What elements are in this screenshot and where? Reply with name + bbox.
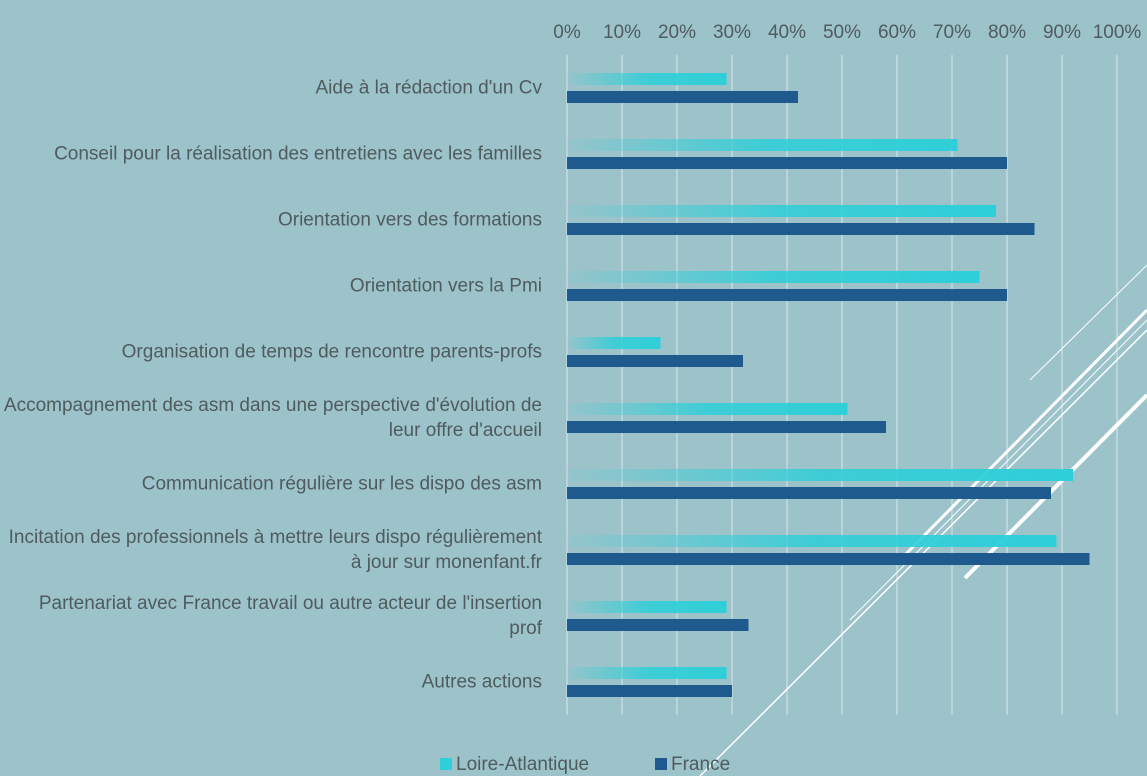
bar xyxy=(567,223,1035,235)
y-tick-label: Accompagnement des asm dans une perspect… xyxy=(3,395,542,441)
x-tick-label: 90% xyxy=(1043,22,1081,43)
bar xyxy=(567,685,732,697)
y-tick-label: Partenariat avec France travail ou autre… xyxy=(38,593,542,639)
decoration xyxy=(699,264,1147,776)
y-tick-label: Organisation de temps de rencontre paren… xyxy=(121,341,542,363)
y-tick-label: Orientation vers la Pmi xyxy=(349,275,542,297)
bar xyxy=(567,289,1007,301)
legend-swatch xyxy=(440,758,452,770)
x-tick-label: 70% xyxy=(933,22,971,43)
bar xyxy=(567,469,1073,481)
bar xyxy=(567,601,727,613)
y-tick-label: Aide à la rédaction d'un Cv xyxy=(315,77,543,99)
y-tick-label: Orientation vers des formations xyxy=(277,209,542,231)
bar xyxy=(567,271,980,283)
y-tick-label: Autres actions xyxy=(421,671,542,693)
bar xyxy=(567,535,1057,547)
y-tick-label: Conseil pour la réalisation des entretie… xyxy=(54,143,542,165)
x-tick-label: 40% xyxy=(768,22,806,43)
bar xyxy=(567,487,1051,499)
bar xyxy=(567,403,848,415)
bar xyxy=(567,91,798,103)
x-tick-label: 10% xyxy=(603,22,641,43)
bar xyxy=(567,73,727,85)
bar xyxy=(567,619,749,631)
bar xyxy=(567,355,743,367)
bar xyxy=(567,157,1007,169)
bar xyxy=(567,667,727,679)
bar xyxy=(567,421,886,433)
legend-label: Loire-Atlantique xyxy=(456,754,589,775)
bar xyxy=(567,205,996,217)
y-tick-label: Incitation des professionnels à mettre l… xyxy=(8,527,542,573)
x-tick-label: 0% xyxy=(553,22,581,43)
x-tick-label: 50% xyxy=(823,22,861,43)
x-tick-label: 60% xyxy=(878,22,916,43)
legend-swatch xyxy=(655,758,667,770)
bar xyxy=(567,337,661,349)
x-tick-label: 30% xyxy=(713,22,751,43)
y-tick-label: Communication régulière sur les dispo de… xyxy=(141,473,542,495)
legend-label: France xyxy=(671,754,730,775)
bar xyxy=(567,139,958,151)
x-tick-label: 100% xyxy=(1093,22,1142,43)
x-tick-label: 80% xyxy=(988,22,1026,43)
bar xyxy=(567,553,1090,565)
x-tick-label: 20% xyxy=(658,22,696,43)
